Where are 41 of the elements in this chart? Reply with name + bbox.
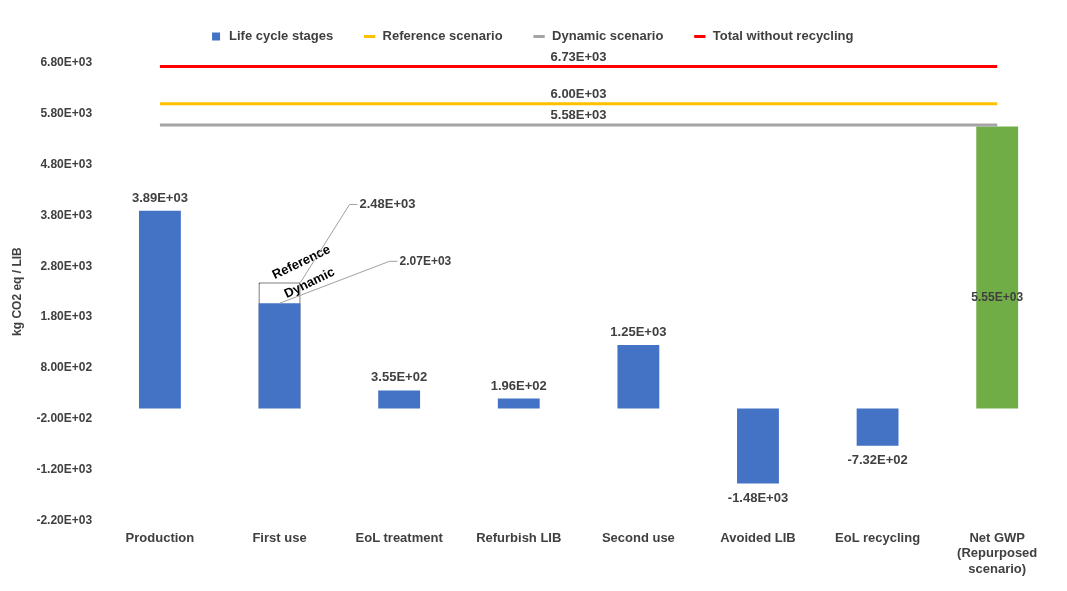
y-tick-label: 6.80E+03 [40,55,93,70]
bar [856,408,899,446]
data-label: 1.96E+02 [490,377,547,393]
bar [378,390,421,409]
x-tick-label: Net GWP (Repurposed scenario) [957,529,1038,576]
bar [737,408,779,484]
x-tick-label: EoL recycling [835,529,921,545]
x-tick-label: Production [125,529,195,545]
bar [258,303,301,409]
data-label: 1.25E+03 [610,324,667,340]
y-tick-label: -1.20E+03 [36,461,93,476]
y-tick-label: 2.80E+03 [40,258,93,273]
data-label: 2.07E+03 [399,253,452,268]
y-axis-title: kg CO2 eq / LIB [9,246,24,336]
annotation: 6.00E+03 [550,85,607,101]
annotation: 5.58E+03 [550,107,607,123]
y-tick-label: 8.00E+02 [40,360,93,375]
bar [138,210,181,409]
data-label: 3.89E+03 [131,189,188,205]
y-tick-label: 4.80E+03 [40,156,93,171]
annotation: 6.73E+03 [550,48,607,64]
data-label: 3.55E+02 [371,369,428,385]
y-tick-label: -2.20E+03 [36,512,93,527]
legend-label: Total without recycling [712,28,854,44]
x-tick-label: Refurbish LIB [476,529,562,545]
data-label: -1.48E+03 [727,489,789,505]
bar [617,344,660,409]
data-label: 2.48E+03 [359,196,416,212]
data-label: -7.32E+02 [847,451,908,467]
legend-label: Life cycle stages [229,28,334,44]
x-tick-label: Second use [601,529,675,545]
y-tick-label: 5.80E+03 [40,106,93,121]
x-tick-label: First use [252,529,307,545]
bar [497,398,540,409]
y-tick-label: -2.00E+02 [36,410,93,425]
x-tick-label: Avoided LIB [720,529,796,545]
y-tick-label: 3.80E+03 [40,207,93,222]
legend-label: Reference scenario [382,28,503,44]
y-tick-label: 1.80E+03 [40,309,93,324]
legend-label: Dynamic scenario [552,28,664,44]
x-tick-label: EoL treatment [355,529,444,545]
